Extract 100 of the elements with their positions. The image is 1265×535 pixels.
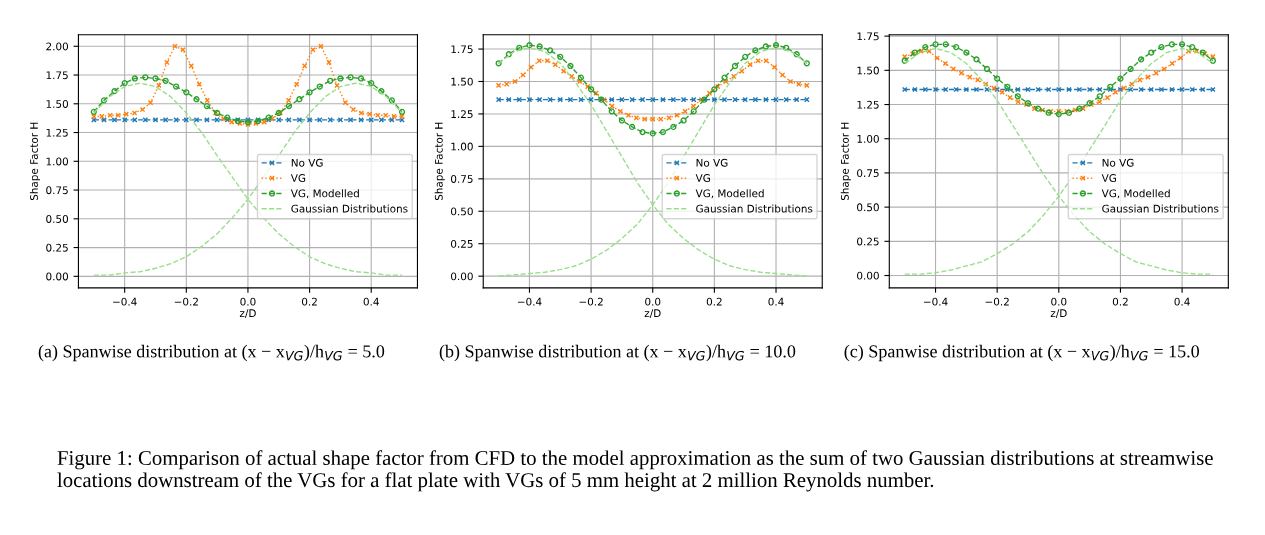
point	[203, 102, 211, 110]
legend-label: VG	[290, 174, 306, 182]
legend-label: VG, Modelled	[1101, 189, 1170, 199]
y-tick-label: 1.75	[857, 32, 879, 41]
point	[495, 60, 502, 67]
point	[649, 116, 656, 122]
point	[516, 96, 523, 103]
y-axis-title: Shape Factor H	[840, 122, 851, 201]
point	[306, 89, 313, 96]
legend-label: No VG	[696, 158, 728, 167]
point	[173, 83, 180, 90]
y-tick-label: 1.00	[46, 157, 69, 166]
y-tick-label: 0.00	[451, 272, 473, 281]
point	[296, 96, 303, 103]
point	[115, 112, 121, 119]
y-tick-label: 0.50	[46, 215, 69, 223]
point	[285, 97, 292, 104]
point	[172, 43, 178, 50]
point	[657, 116, 664, 122]
point	[953, 43, 960, 51]
caption: Figure 1: Comparison of actual shape factor from CFD to the model approximation as the sum of two Gaussian distributions at streamwise locations downstream of the VGs for a flat plate with VGs of 5 mm height at 2 million Reynolds number.	[57, 450, 1213, 492]
point	[132, 117, 138, 123]
point	[618, 117, 626, 124]
x-tick-label: 0.4	[768, 297, 784, 306]
x-tick-label: 0.4	[363, 297, 379, 306]
point	[546, 47, 554, 54]
y-tick-label: 0.75	[46, 186, 68, 195]
point	[628, 123, 636, 131]
point	[742, 53, 749, 60]
point	[690, 96, 697, 103]
point	[721, 96, 728, 103]
point	[316, 83, 323, 90]
y-tick-label: 0.75	[451, 175, 473, 183]
point	[567, 96, 574, 103]
point	[188, 63, 195, 69]
point	[742, 96, 748, 103]
point	[934, 55, 940, 61]
y-tick-label: 0.25	[857, 237, 879, 246]
point	[963, 86, 970, 93]
text: (a) Spanwise distribution at (x − x$_{VG}$)/h$_{VG}$ = 5.0	[38, 344, 385, 362]
point	[1209, 57, 1217, 64]
point	[639, 128, 646, 136]
legend-label: VG, Modelled	[695, 189, 764, 199]
point	[552, 61, 559, 68]
point	[762, 43, 769, 50]
legend-label: VG	[1101, 174, 1116, 182]
point	[1035, 105, 1042, 112]
legend-label: Gaussian Distributions	[696, 204, 813, 213]
point	[721, 74, 728, 81]
text: (b) Spanwise distribution at (x − x$_{VG}$)/h$_{VG}$ = 10.0	[439, 344, 796, 362]
point	[183, 89, 190, 96]
y-tick-label: 1.25	[46, 128, 68, 137]
point	[544, 57, 551, 64]
x-tick-label: 0.2	[301, 297, 317, 306]
y-tick-label: 0.50	[857, 203, 879, 212]
x-tick-label: −0.4	[517, 297, 542, 306]
point	[1148, 49, 1155, 56]
x-tick-label: 0.0	[1051, 297, 1067, 306]
x-axis-title: z/D	[644, 309, 661, 318]
y-tick-label: 0.25	[451, 239, 473, 248]
point	[123, 111, 129, 117]
point	[1145, 74, 1151, 80]
x-tick-label: −0.4	[113, 297, 137, 306]
point	[752, 96, 759, 103]
y-tick-label: 1.75	[451, 45, 473, 54]
point	[1015, 99, 1021, 105]
y-tick-label: 1.00	[857, 134, 879, 143]
point	[162, 77, 169, 84]
legend-label: Gaussian Distributions	[1102, 204, 1219, 213]
point	[1117, 75, 1124, 82]
point	[526, 42, 533, 49]
point	[1076, 86, 1083, 93]
y-tick-label: 0.75	[857, 169, 879, 178]
point	[557, 53, 564, 60]
x-tick-label: −0.2	[579, 297, 603, 306]
point	[731, 62, 739, 70]
point	[398, 108, 406, 115]
point	[670, 96, 677, 103]
point	[772, 42, 780, 49]
point	[342, 99, 349, 106]
point	[711, 86, 718, 93]
legend-label: No VG	[291, 158, 323, 167]
point	[147, 99, 154, 106]
x-tick-label: −0.2	[985, 297, 1009, 306]
point	[999, 89, 1005, 96]
point	[796, 81, 802, 87]
y-tick-label: 0.50	[451, 207, 473, 216]
legend-label: Gaussian Distributions	[291, 204, 408, 213]
point	[368, 79, 375, 87]
point	[204, 117, 210, 123]
point	[783, 96, 789, 103]
point	[963, 49, 970, 56]
point	[193, 96, 200, 103]
y-tick-label: 2.00	[46, 42, 69, 51]
point	[639, 96, 646, 103]
y-tick-label: 1.50	[46, 100, 69, 108]
point	[670, 123, 677, 131]
point	[587, 86, 595, 93]
point	[506, 96, 512, 103]
point	[666, 115, 672, 121]
